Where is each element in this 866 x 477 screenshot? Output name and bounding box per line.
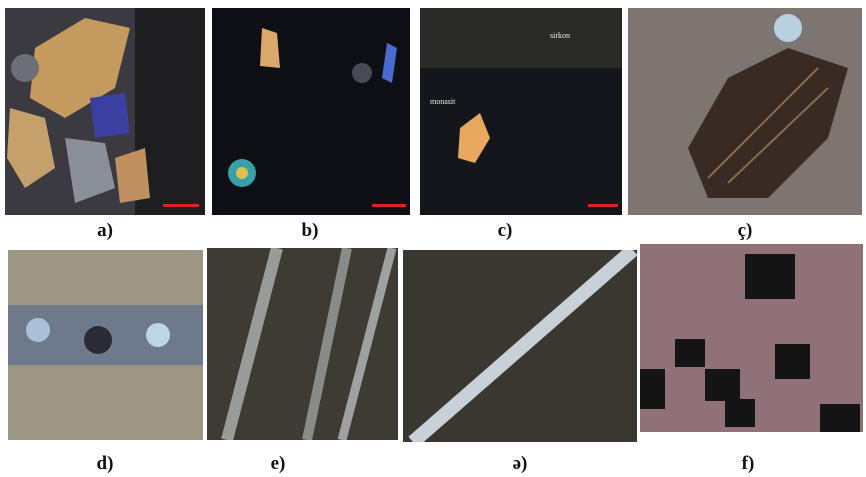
panel-label: c) [475,220,535,242]
micrograph-cedilla [628,8,862,215]
panel-label: b) [280,220,340,242]
annotation: monasit [430,97,456,106]
micrograph-b [212,8,410,215]
annotation: sirkon [550,31,570,40]
figure: a) b) monasit sirkon c) ç) d) [0,0,866,477]
panel-label: e) [248,453,308,475]
panel-label: f) [718,453,778,475]
micrograph-a [5,8,205,215]
panel-label: a) [75,220,135,242]
micrograph-schwa [403,250,637,442]
panel-label: d) [75,453,135,475]
micrograph-f [640,244,863,432]
micrograph-e [207,248,398,440]
panel-label: ə) [490,453,550,475]
panel-label: ç) [715,220,775,242]
micrograph-d [8,250,203,440]
micrograph-c: monasit sirkon [420,8,622,215]
